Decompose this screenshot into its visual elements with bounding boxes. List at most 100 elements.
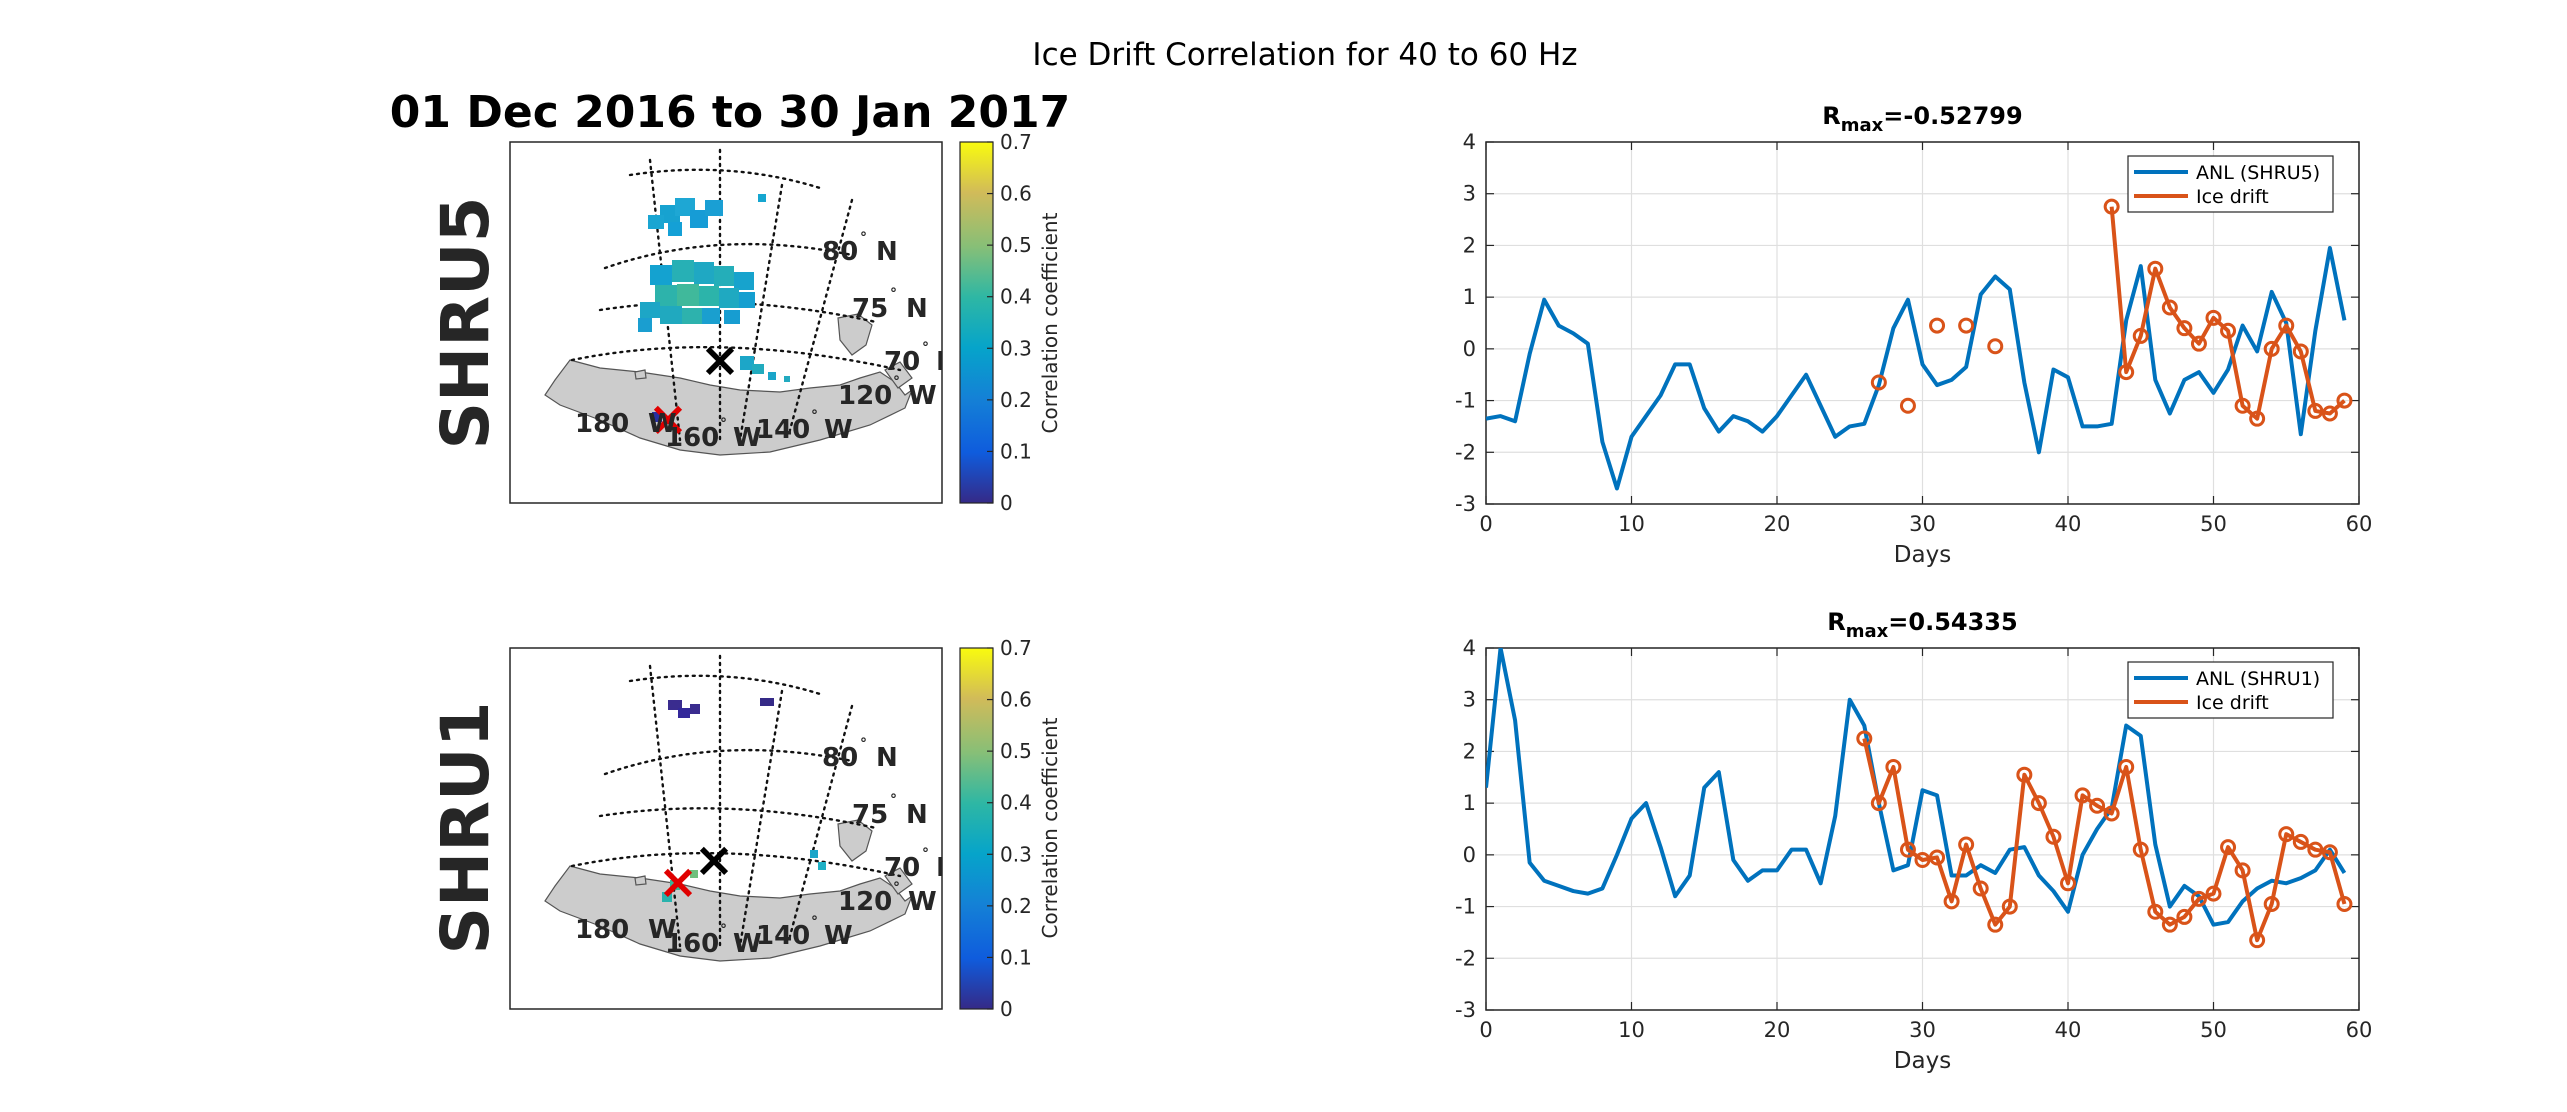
x-tick-label: 50 <box>2200 1018 2227 1042</box>
ice-drift-point <box>2118 758 2135 775</box>
x-tick-label: 20 <box>1764 1018 1791 1042</box>
ice-drift-point <box>1899 397 1916 414</box>
lon-suffix: W <box>908 887 937 917</box>
y-tick-label: 2 <box>1463 233 1476 257</box>
black-x-marker: × <box>694 832 734 888</box>
lon-label-140: 140 <box>756 415 810 445</box>
station-label-shru1: SHRU1 <box>427 701 504 954</box>
plot-area <box>1486 198 2353 491</box>
lat-suffix: N <box>936 853 958 883</box>
land-mass <box>544 865 914 962</box>
lon-label-120: 120 <box>838 381 892 411</box>
colorbar-ticks: 0 0.1 0.2 0.3 0.4 0.5 0.6 0.7 <box>987 636 1032 1021</box>
ice-drift-point <box>2118 364 2135 381</box>
ice-drift-point <box>2060 875 2076 892</box>
lon-suffix: W <box>733 423 762 453</box>
ice-drift-point <box>2103 198 2120 215</box>
degree-mark: ° <box>890 792 897 808</box>
x-tick-label: 40 <box>2055 1018 2082 1042</box>
colorbar-tick-label: 0.3 <box>1000 336 1032 360</box>
legend: ANL (SHRU5)Ice drift <box>2127 155 2334 213</box>
lat-suffix: N <box>936 347 958 377</box>
ice-drift-point <box>2220 839 2237 856</box>
series-line-ice-drift <box>1862 738 2347 943</box>
y-tick-label: -2 <box>1455 946 1476 970</box>
x-tick-label: 0 <box>1479 512 1492 536</box>
degree-mark: ° <box>922 846 929 862</box>
legend-label: ANL (SHRU1) <box>2196 668 2320 690</box>
colorbar-tick-label: 0 <box>1000 997 1013 1021</box>
ice-drift-point <box>2263 895 2280 912</box>
map-frame <box>509 141 943 504</box>
ice-drift-point <box>1870 795 1887 812</box>
degree-mark: ° <box>860 230 867 246</box>
legend-box <box>2127 155 2334 213</box>
figure-suptitle: Ice Drift Correlation for 40 to 60 Hz <box>1032 37 1577 73</box>
lon-suffix: W <box>648 409 677 439</box>
y-tick-label: 0 <box>1463 337 1476 361</box>
x-axis-label: Days <box>1894 542 1951 568</box>
colorbar-tick-label: 0.6 <box>1000 182 1032 206</box>
degree-mark: ° <box>922 340 929 356</box>
line-chart-shru1: 0 10 20 30 40 50 60 -3 -2 -1 0 1 2 3 4 Days Rmax=0.54335… <box>1455 608 2372 1074</box>
ice-drift-point <box>2089 797 2106 814</box>
colorbar-tick-label: 0.3 <box>1000 842 1032 866</box>
y-tick-label: 1 <box>1463 791 1476 815</box>
colorbar-tick-label: 0.2 <box>1000 388 1032 412</box>
colorbar-tick-label: 0 <box>1000 491 1013 515</box>
ice-drift-point <box>2001 898 2018 915</box>
legend-label: Ice drift <box>2196 186 2269 208</box>
ice-drift-point <box>2161 299 2178 316</box>
lon-label-160: 160 <box>665 423 719 453</box>
x-tick-label: 10 <box>1618 512 1645 536</box>
date-range-title: 01 Dec 2016 to 30 Jan 2017 <box>390 87 1070 138</box>
ice-drift-point <box>2278 826 2295 843</box>
y-tick-label: -2 <box>1455 440 1476 464</box>
title-subscript: max <box>1846 621 1889 642</box>
series-line-anl <box>1486 648 2347 927</box>
ice-drift-point <box>2176 908 2193 925</box>
map-content: × × 80 ° N 75 ° N 70 ° N 180 W 160 ° W 1… <box>544 654 958 962</box>
colorbar <box>959 647 994 1010</box>
ice-drift-point <box>2278 317 2295 334</box>
ice-drift-point <box>1958 317 1975 334</box>
ice-drift-point <box>1972 880 1989 897</box>
degree-mark: ° <box>720 922 727 938</box>
degree-mark: ° <box>811 408 818 424</box>
degree-mark: ° <box>890 286 897 302</box>
y-tick-label: -1 <box>1455 389 1476 413</box>
degree-mark: ° <box>720 416 727 432</box>
station-label-shru5: SHRU5 <box>427 196 504 449</box>
title-prefix: R <box>1822 102 1840 130</box>
plot-area <box>1486 648 2353 949</box>
colorbar-label: Correlation coefficient <box>1038 717 1062 938</box>
lat-label-70: 70 <box>884 853 920 883</box>
ice-drift-point <box>2016 766 2033 783</box>
lat-label-75: 75 <box>852 800 888 830</box>
chart-title: Rmax=-0.52799 <box>1822 102 2022 136</box>
x-tick-label: 20 <box>1764 512 1791 536</box>
ice-drift-point <box>1899 841 1916 858</box>
lon-label-160: 160 <box>665 929 719 959</box>
lon-suffix: W <box>648 915 677 945</box>
ice-drift-point <box>2176 320 2193 337</box>
ice-drift-point <box>1987 338 2004 355</box>
ice-drift-point <box>2321 844 2338 861</box>
series-line-ice-drift <box>2109 206 2346 421</box>
ice-drift-point <box>2263 340 2280 357</box>
ice-drift-point <box>2292 833 2309 850</box>
ice-drift-point <box>2190 890 2207 907</box>
ice-drift-point <box>1958 836 1975 853</box>
ice-drift-point <box>2030 795 2047 812</box>
ice-drift-point <box>2074 787 2091 804</box>
ice-drift-point <box>2336 895 2353 912</box>
colorbar-ticks: 0 0.1 0.2 0.3 0.4 0.5 0.6 0.7 <box>987 130 1032 515</box>
ice-drift-point <box>2161 916 2178 933</box>
ice-drift-point <box>2205 309 2222 326</box>
ice-drift-point <box>1929 849 1946 866</box>
legend-box <box>2127 661 2334 719</box>
red-x-marker: × <box>648 391 688 447</box>
colorbar <box>959 141 994 504</box>
ice-drift-point <box>1885 758 1902 775</box>
